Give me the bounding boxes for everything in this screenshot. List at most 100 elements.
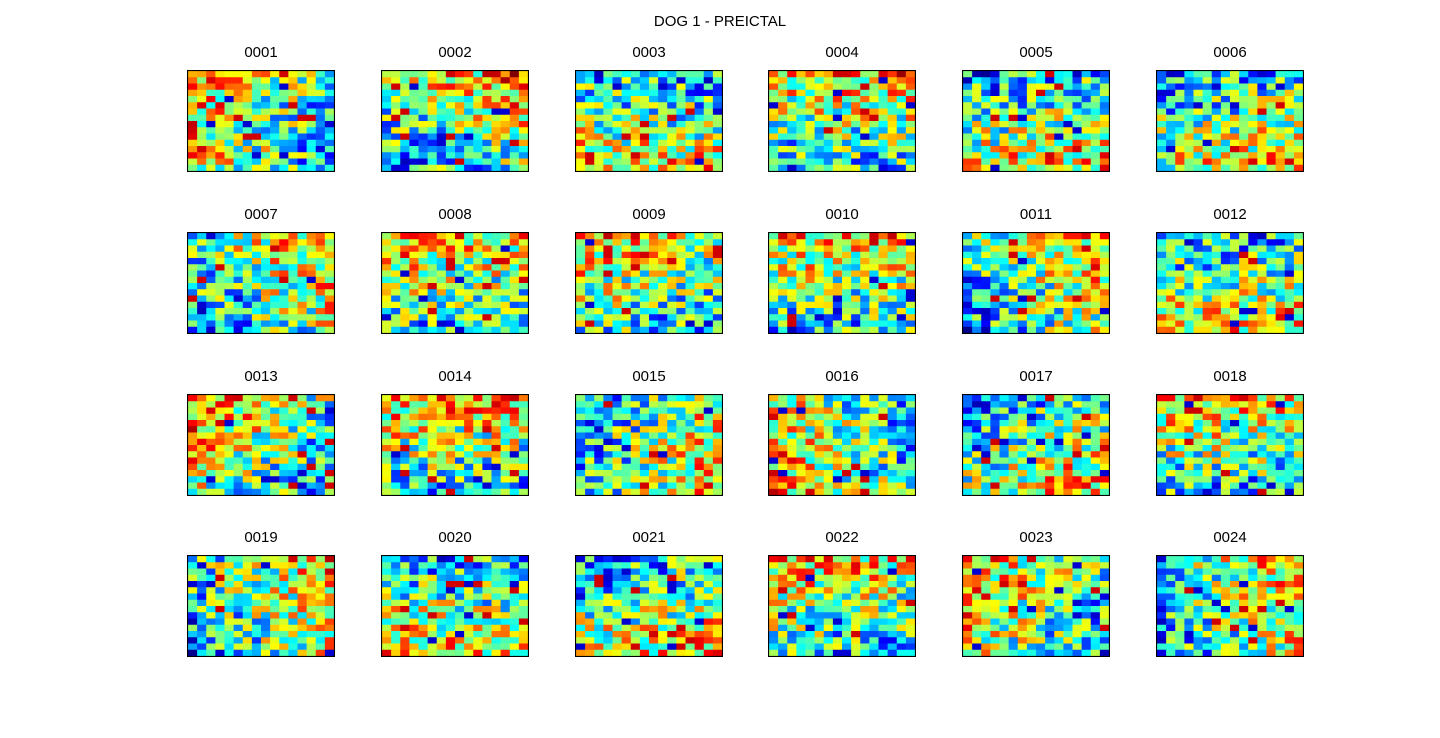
heatmap-cell (324, 308, 335, 315)
heatmap-cell (667, 289, 677, 296)
heatmap-cell (391, 89, 401, 97)
heatmap-cell (1099, 420, 1110, 427)
heatmap-cell (509, 482, 520, 490)
heatmap-cell (585, 251, 595, 259)
heatmap-cell (1248, 121, 1258, 128)
heatmap-panel: 0008 (381, 206, 529, 336)
heatmap-cell (851, 289, 861, 296)
heatmap-cell (297, 618, 308, 626)
heatmap-cell (999, 233, 1010, 240)
heatmap-cell (306, 89, 317, 97)
heatmap-cell (1081, 133, 1092, 141)
heatmap-cell (851, 133, 861, 141)
heatmap-cell (963, 251, 973, 259)
heatmap-cell (805, 264, 816, 271)
heatmap-cell (896, 445, 907, 452)
heatmap (962, 70, 1110, 172)
heatmap-cell (1239, 476, 1249, 483)
heatmap-cell (1090, 139, 1101, 147)
heatmap-cell (197, 102, 207, 109)
heatmap-cell (1026, 438, 1037, 446)
heatmap-cell (261, 470, 271, 477)
heatmap-cell (455, 283, 465, 290)
heatmap-cell (1284, 264, 1295, 271)
heatmap-cell (1072, 289, 1083, 296)
heatmap-cell (612, 301, 623, 309)
heatmap-cell (188, 482, 198, 490)
heatmap-cell (279, 643, 289, 651)
heatmap-cell (972, 420, 982, 427)
heatmap-cell (990, 426, 1000, 433)
heatmap-cell (860, 295, 870, 303)
heatmap-cell (878, 108, 889, 116)
heatmap-cell (796, 314, 806, 321)
heatmap-cell (805, 482, 816, 490)
heatmap-cell (878, 96, 889, 103)
heatmap-cell (869, 251, 879, 259)
heatmap-cell (188, 326, 198, 334)
heatmap-cell (491, 320, 502, 328)
heatmap-cell (972, 245, 982, 253)
heatmap-cell (842, 245, 852, 253)
heatmap-cell (963, 258, 973, 265)
heatmap-cell (382, 71, 392, 78)
heatmap-cell (315, 637, 326, 644)
heatmap-cell (778, 96, 788, 103)
heatmap-cell (685, 77, 696, 84)
heatmap-cell (905, 457, 916, 465)
heatmap-cell (233, 295, 244, 303)
heatmap-cell (963, 407, 973, 415)
heatmap-cell (215, 239, 225, 246)
heatmap-cell (703, 121, 714, 128)
heatmap-cell (878, 121, 889, 128)
heatmap-cell (473, 301, 483, 309)
heatmap-cell (972, 326, 982, 334)
heatmap-cell (621, 71, 632, 78)
heatmap-cell (400, 139, 410, 147)
heatmap-cell (315, 283, 326, 290)
heatmap-cell (306, 637, 317, 644)
heatmap-cell (418, 127, 429, 134)
heatmap-cell (500, 482, 511, 490)
heatmap-cell (832, 420, 843, 427)
heatmap-cell (206, 643, 216, 651)
heatmap-cell (242, 445, 253, 452)
heatmap-cell (778, 320, 788, 328)
heatmap-cell (279, 102, 289, 109)
heatmap-cell (603, 308, 613, 315)
heatmap-cell (1266, 89, 1277, 97)
heatmap-cell (905, 102, 916, 109)
heatmap-cell (418, 556, 429, 563)
heatmap-cell (1157, 146, 1167, 153)
heatmap-cell (518, 71, 529, 78)
heatmap-cell (445, 482, 456, 490)
heatmap-cell (963, 308, 973, 315)
heatmap-cell (224, 245, 235, 253)
heatmap-cell (842, 108, 852, 116)
heatmap-cell (491, 295, 502, 303)
heatmap-cell (288, 320, 298, 328)
heatmap-cell (297, 413, 308, 421)
heatmap-cell (658, 121, 668, 128)
heatmap-cell (270, 133, 280, 141)
heatmap-cell (1026, 395, 1037, 402)
heatmap-cell (1045, 258, 1055, 265)
heatmap-cell (1017, 96, 1028, 103)
heatmap-cell (1293, 245, 1304, 253)
heatmap-cell (233, 233, 244, 240)
heatmap-cell (787, 71, 797, 78)
heatmap-cell (382, 574, 392, 582)
heatmap-cell (1230, 245, 1240, 253)
heatmap-cell (1211, 413, 1222, 421)
heatmap-cell (409, 158, 419, 166)
heatmap-cell (630, 476, 641, 483)
heatmap-cell (990, 476, 1000, 483)
heatmap-cell (712, 426, 723, 433)
heatmap-cell (778, 276, 788, 284)
heatmap-cell (676, 245, 686, 253)
heatmap-cell (1008, 463, 1019, 471)
heatmap-cell (445, 556, 456, 563)
heatmap-cell (455, 114, 465, 122)
heatmap-cell (769, 276, 779, 284)
heatmap-cell (814, 114, 825, 122)
